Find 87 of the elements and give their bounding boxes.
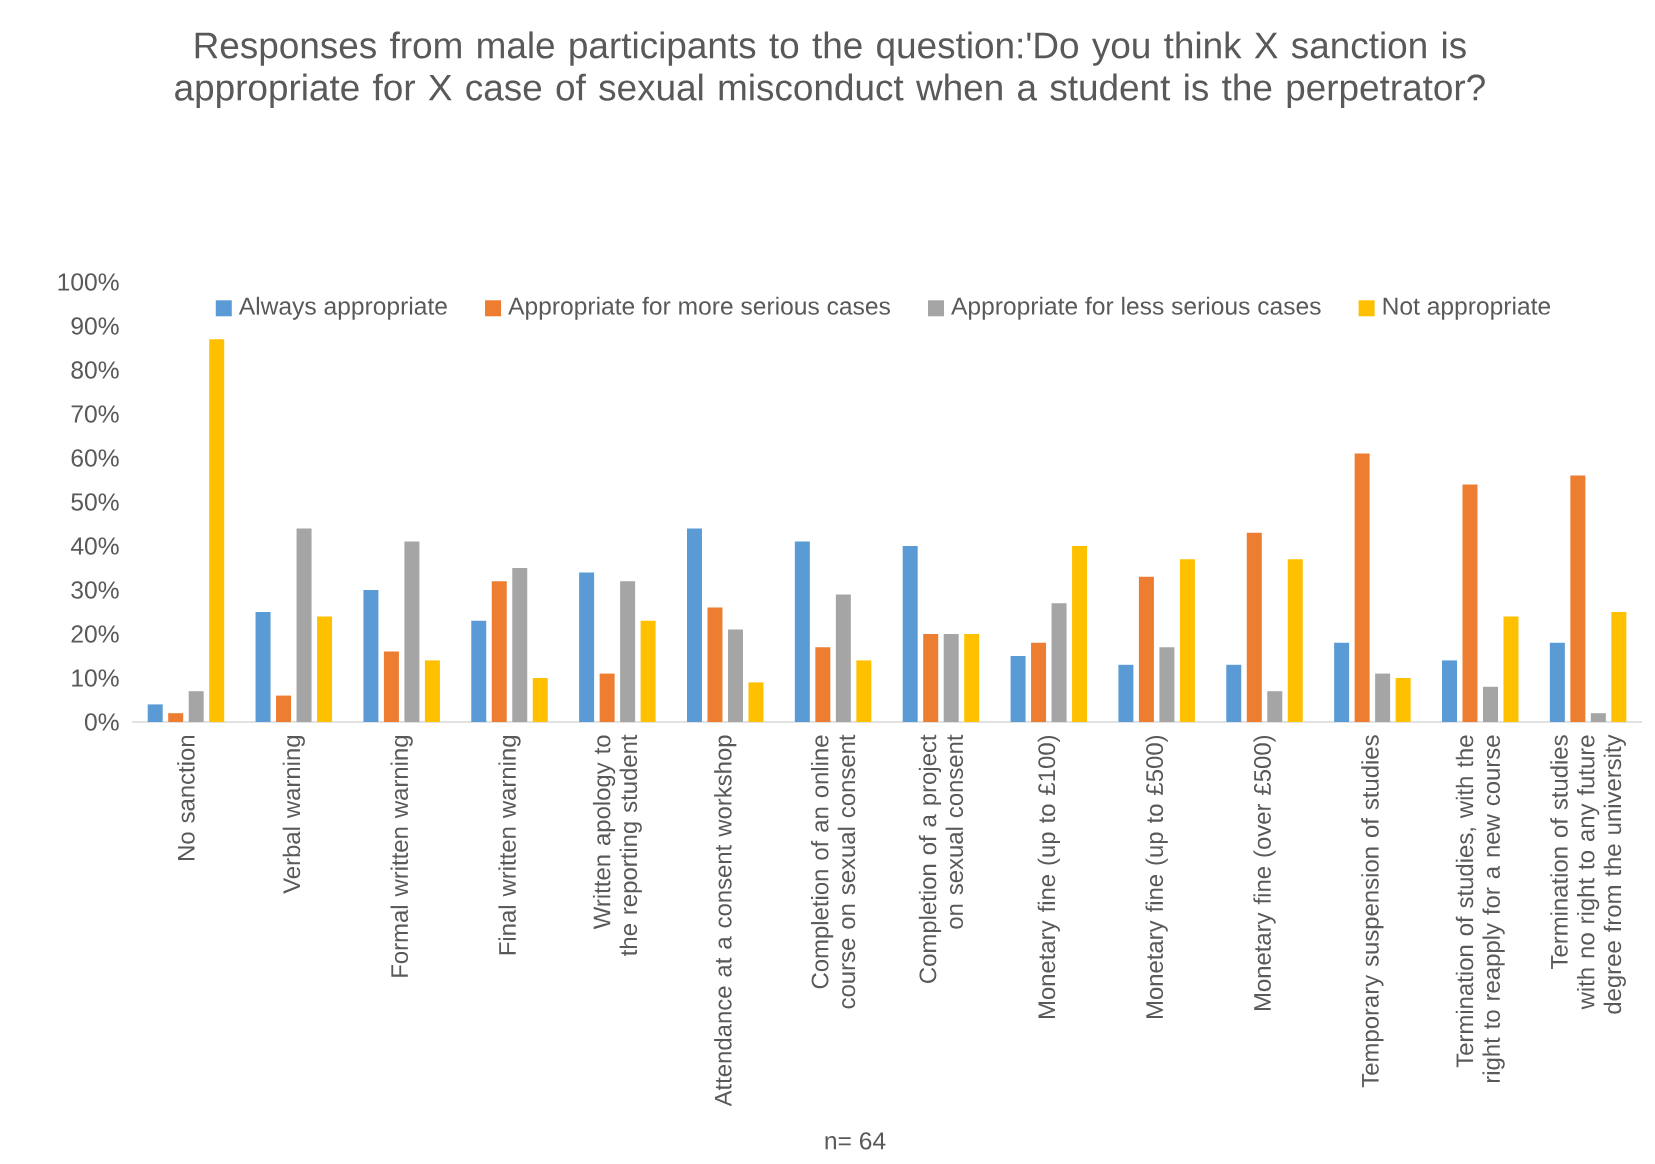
y-tick-label: 20% xyxy=(71,625,119,643)
chart-title: Responses from male participants to the question:'Do you think X sanction is appropriate for X case of sexual misconduct when a student is the perpetrator? xyxy=(175,31,1485,108)
bar xyxy=(640,620,656,722)
bar xyxy=(1118,664,1134,722)
bar xyxy=(748,682,764,722)
y-tick-label: 30% xyxy=(71,581,119,599)
y-tick-label: 70% xyxy=(71,405,119,423)
bar xyxy=(255,611,271,722)
bar xyxy=(1482,686,1498,722)
bar xyxy=(1267,691,1283,722)
x-tick-label: Monetary fine (up to £100) xyxy=(1037,735,1060,1019)
bar xyxy=(209,339,225,722)
bar xyxy=(1287,559,1303,722)
x-tick-label: Completion of an online course on sexual consent xyxy=(810,734,856,1009)
bar xyxy=(1503,616,1519,722)
bar xyxy=(794,541,810,722)
bar xyxy=(532,677,548,722)
x-tick-label: Termination of studies with no right to any future degree from the university xyxy=(1550,734,1626,1014)
bar xyxy=(383,651,399,722)
legend-label: Appropriate for less serious cases xyxy=(951,296,1321,320)
bar xyxy=(363,589,379,722)
bar xyxy=(512,567,528,722)
legend-label: Not appropriate xyxy=(1383,296,1551,320)
x-tick-label: Attendance at a consent workshop xyxy=(714,735,737,1107)
x-tick-label: No sanction xyxy=(177,735,195,860)
bar xyxy=(471,620,487,722)
bar xyxy=(296,528,312,722)
bar xyxy=(686,528,702,722)
bar xyxy=(491,581,507,722)
x-tick-label: Final written warning xyxy=(498,736,521,955)
bar xyxy=(1334,642,1350,722)
bar xyxy=(404,541,420,722)
text: n= 64 xyxy=(825,1132,886,1150)
x-tick-label: Verbal warning xyxy=(282,736,305,894)
bar xyxy=(579,572,595,722)
bar xyxy=(1375,673,1391,722)
bar xyxy=(1462,484,1478,722)
bar xyxy=(1179,559,1195,722)
bar xyxy=(1441,660,1457,722)
bar xyxy=(168,713,184,722)
bar xyxy=(923,633,939,722)
bar xyxy=(1159,647,1175,722)
bar xyxy=(188,691,204,722)
y-tick-label: 60% xyxy=(71,449,119,467)
bar xyxy=(424,660,440,722)
bar xyxy=(1072,545,1088,722)
x-tick-label: Monetary fine (over £500) xyxy=(1253,735,1276,1011)
x-tick-label: Completion of a project on sexual consent xyxy=(918,734,964,983)
bar xyxy=(902,545,918,722)
bar xyxy=(276,695,292,722)
x-tick-label: Temporary suspension of studies xyxy=(1361,735,1384,1088)
bar xyxy=(1138,576,1154,722)
bar xyxy=(1354,453,1370,722)
x-tick-label: Termination of studies, with the right to reapply for a new course xyxy=(1455,735,1505,1083)
legend-label: Appropriate for more serious cases xyxy=(508,296,890,320)
bar xyxy=(1031,642,1047,722)
bar xyxy=(620,581,636,722)
bar xyxy=(1549,642,1565,722)
x-tick-label: Written apology to the reporting student xyxy=(592,734,642,956)
y-tick-label: 40% xyxy=(70,537,119,555)
bar xyxy=(1246,532,1262,722)
y-tick-label: 90% xyxy=(71,317,119,335)
bar xyxy=(815,647,831,722)
bar xyxy=(856,660,872,722)
bar xyxy=(1010,655,1026,722)
bar xyxy=(317,616,333,722)
bar xyxy=(599,673,615,722)
bar xyxy=(727,629,743,722)
bar xyxy=(943,633,959,722)
y-tick-label: 10% xyxy=(72,669,119,687)
bar xyxy=(1051,603,1067,722)
x-tick-label: Formal written warning xyxy=(390,736,413,977)
bar xyxy=(707,607,723,722)
x-tick-label: Monetary fine (up to £500) xyxy=(1145,735,1168,1019)
bar xyxy=(964,633,980,722)
legend-label: Always appropriate xyxy=(238,296,447,320)
bar xyxy=(147,704,163,722)
bar xyxy=(1395,677,1411,722)
bar xyxy=(1611,611,1627,722)
y-tick-label: 0% xyxy=(84,713,119,731)
y-tick-label: 100% xyxy=(58,273,119,291)
bar xyxy=(1590,713,1606,722)
y-tick-label: 80% xyxy=(71,361,119,379)
bar xyxy=(1570,475,1586,722)
bar xyxy=(1226,664,1242,722)
bar xyxy=(835,594,851,722)
y-tick-label: 50% xyxy=(71,493,119,511)
